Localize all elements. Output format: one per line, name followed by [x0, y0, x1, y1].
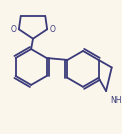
Text: O: O: [10, 25, 16, 34]
Text: O: O: [50, 25, 56, 34]
Text: NH: NH: [110, 96, 121, 105]
